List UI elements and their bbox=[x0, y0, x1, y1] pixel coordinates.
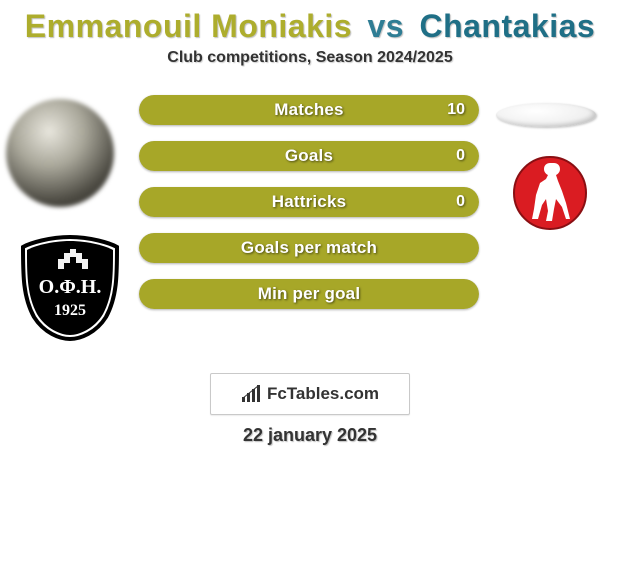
bar-label: Goals per match bbox=[139, 233, 479, 263]
bar-value: 0 bbox=[456, 187, 465, 217]
player2-name: Chantakias bbox=[419, 8, 595, 44]
chart-icon bbox=[241, 385, 263, 403]
club-right-icon bbox=[500, 155, 600, 231]
date-text: 22 january 2025 bbox=[0, 425, 620, 446]
comparison-panel: Ο.Φ.Η. 1925 Matches 10 Goals 0 Hattricks… bbox=[0, 95, 620, 355]
brand-text: FcTables.com bbox=[267, 384, 379, 404]
bar-min-per-goal: Min per goal bbox=[139, 279, 479, 309]
club-left-badge: Ο.Φ.Η. 1925 bbox=[18, 233, 122, 341]
brand-badge[interactable]: FcTables.com bbox=[210, 373, 410, 415]
bar-value: 0 bbox=[456, 141, 465, 171]
bar-hattricks: Hattricks 0 bbox=[139, 187, 479, 217]
bar-matches: Matches 10 bbox=[139, 95, 479, 125]
player2-placeholder-ellipse bbox=[496, 103, 596, 127]
shield-icon: Ο.Φ.Η. 1925 bbox=[18, 233, 122, 341]
club-right-badge bbox=[500, 155, 600, 231]
bar-label: Hattricks bbox=[139, 187, 479, 217]
bar-goals-per-match: Goals per match bbox=[139, 233, 479, 263]
player1-avatar bbox=[6, 99, 114, 207]
bar-goals: Goals 0 bbox=[139, 141, 479, 171]
bar-value: 10 bbox=[447, 95, 465, 125]
bar-label: Min per goal bbox=[139, 279, 479, 309]
club-left-acronym: Ο.Φ.Η. bbox=[39, 276, 102, 298]
club-left-year: 1925 bbox=[54, 302, 86, 319]
player1-name: Emmanouil Moniakis bbox=[25, 8, 352, 44]
brand-logo: FcTables.com bbox=[241, 384, 379, 404]
bar-label: Matches bbox=[139, 95, 479, 125]
subtitle: Club competitions, Season 2024/2025 bbox=[0, 49, 620, 67]
vs-text: vs bbox=[367, 8, 404, 44]
page-title: Emmanouil Moniakis vs Chantakias bbox=[0, 0, 620, 49]
stat-bars: Matches 10 Goals 0 Hattricks 0 Goals per… bbox=[139, 95, 479, 325]
bar-label: Goals bbox=[139, 141, 479, 171]
